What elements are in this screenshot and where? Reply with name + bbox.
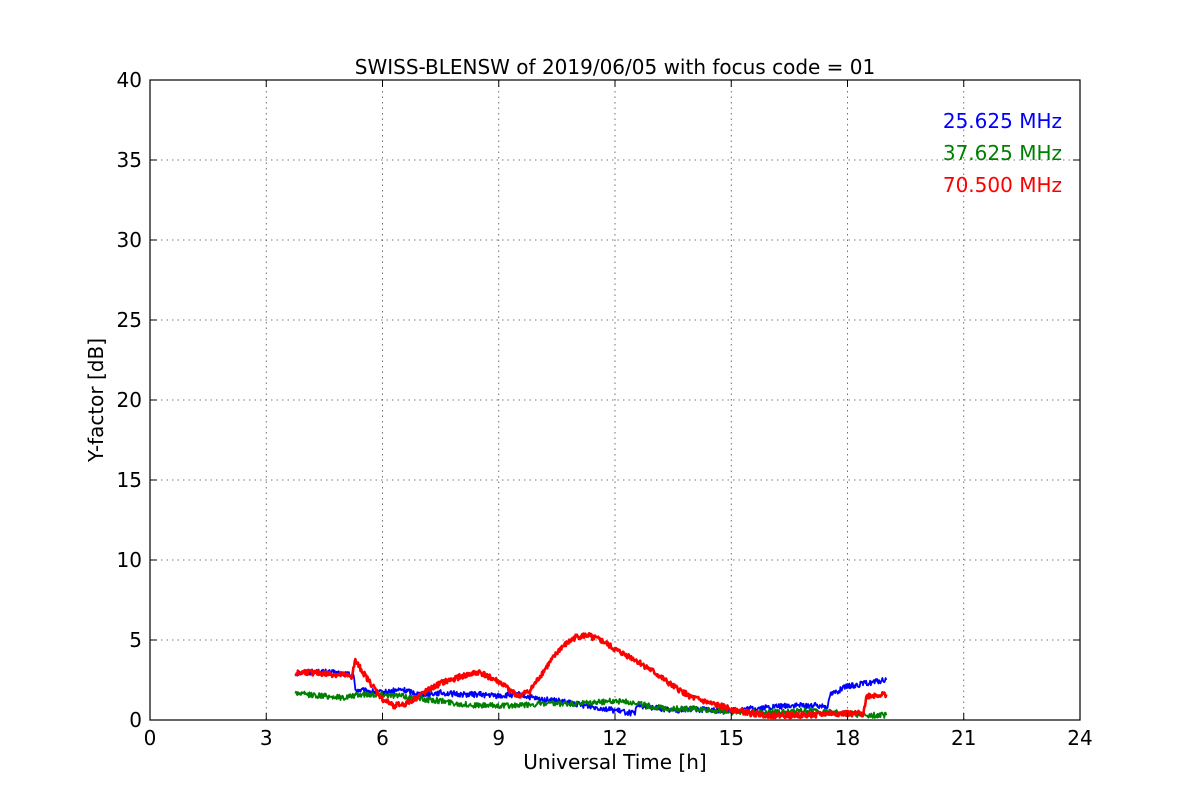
legend-entry: 70.500 MHz xyxy=(943,173,1062,197)
x-tick-label: 24 xyxy=(1067,726,1092,750)
chart-title: SWISS-BLENSW of 2019/06/05 with focus co… xyxy=(355,55,876,79)
y-tick-label: 5 xyxy=(129,628,142,652)
y-tick-label: 30 xyxy=(117,228,142,252)
axis-ticks: 0 3 6 9 12 15 18 21 24 0 5 10 15 20 25 30 35 40 xyxy=(117,68,1093,750)
x-tick-label: 18 xyxy=(835,726,860,750)
y-tick-label: 25 xyxy=(117,308,142,332)
x-tick-label: 6 xyxy=(376,726,389,750)
y-axis-title: Y-factor [dB] xyxy=(84,338,108,463)
x-tick-label: 9 xyxy=(492,726,505,750)
x-tick-label: 3 xyxy=(260,726,273,750)
y-tick-label: 40 xyxy=(117,68,142,92)
y-tick-label: 35 xyxy=(117,148,142,172)
x-tick-label: 15 xyxy=(719,726,744,750)
grid-lines xyxy=(150,80,1080,720)
series-line-2 xyxy=(294,690,888,719)
series-line-3 xyxy=(294,631,888,720)
y-tick-label: 10 xyxy=(117,548,142,572)
series-lines xyxy=(294,631,888,720)
legend: 25.625 MHz 37.625 MHz 70.500 MHz xyxy=(943,109,1062,197)
series-line-1 xyxy=(294,668,888,717)
y-tick-label: 0 xyxy=(129,708,142,732)
x-axis-title: Universal Time [h] xyxy=(523,750,706,774)
legend-entry: 25.625 MHz xyxy=(943,109,1062,133)
y-tick-label: 15 xyxy=(117,468,142,492)
y-tick-label: 20 xyxy=(117,388,142,412)
x-tick-label: 21 xyxy=(951,726,976,750)
legend-entry: 37.625 MHz xyxy=(943,141,1062,165)
x-tick-label: 0 xyxy=(144,726,157,750)
x-tick-label: 12 xyxy=(602,726,627,750)
